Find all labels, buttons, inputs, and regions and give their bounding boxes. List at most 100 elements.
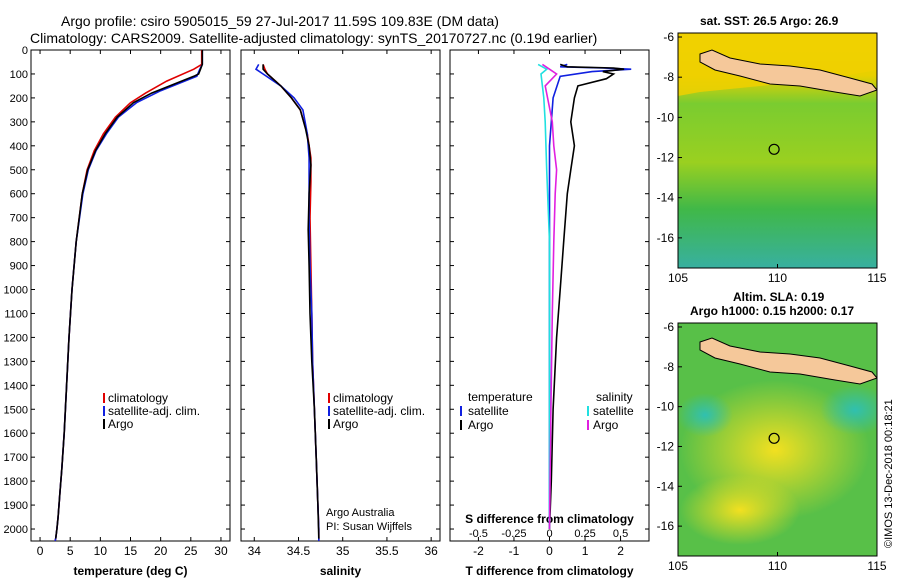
sla-map-panel: Altim. SLA: 0.19 Argo h1000: 0.15 h2000:… bbox=[657, 290, 887, 573]
x-tick-label: 20 bbox=[154, 544, 168, 558]
series-line-salinity-satellite bbox=[537, 63, 551, 529]
legend-label: satellite-adj. clim. bbox=[333, 404, 425, 418]
x-tick-label: 1 bbox=[582, 544, 589, 558]
legend-title-temperature: temperature bbox=[468, 390, 533, 404]
header-line-2: Climatology: CARS2009. Satellite-adjuste… bbox=[30, 30, 597, 46]
x-axis-label: T difference from climatology bbox=[465, 564, 633, 578]
legend-swatch bbox=[328, 406, 330, 416]
y-tick-label: 1700 bbox=[4, 452, 28, 464]
x-tick-label: 34.5 bbox=[287, 544, 311, 558]
y-tick-label: 600 bbox=[10, 189, 28, 201]
map-y-tick-label: -12 bbox=[657, 151, 675, 165]
map-y-tick-label: -14 bbox=[657, 479, 675, 493]
temperature-panel: 0100200300400500600700800900100011001200… bbox=[4, 45, 231, 578]
y-tick-label: 900 bbox=[10, 261, 28, 273]
x2-tick-label: -0.25 bbox=[501, 528, 526, 540]
x-tick-label: -2 bbox=[473, 544, 484, 558]
sla-low-blob-west bbox=[678, 393, 733, 437]
x-tick-label: 15 bbox=[124, 544, 138, 558]
argo-location-marker bbox=[768, 432, 780, 444]
legend-label: Argo bbox=[108, 417, 134, 431]
map-y-tick-label: -16 bbox=[657, 231, 675, 245]
legend-label: climatology bbox=[108, 391, 168, 405]
x-tick-label: 0 bbox=[546, 544, 553, 558]
sst-map-title: sat. SST: 26.5 Argo: 26.9 bbox=[700, 14, 839, 28]
y-tick-label: 1500 bbox=[4, 404, 28, 416]
y-tick-label: 400 bbox=[10, 141, 28, 153]
x-tick-label: 10 bbox=[94, 544, 108, 558]
map-x-tick-label: 115 bbox=[867, 271, 886, 285]
x2-tick-label: 0.25 bbox=[574, 528, 595, 540]
map-y-tick-label: -8 bbox=[663, 360, 674, 374]
difference-panel: -2 -1 0 1 2 T difference from climatology -0.5… bbox=[449, 49, 650, 578]
legend-swatch bbox=[587, 420, 589, 430]
y-tick-label: 1300 bbox=[4, 356, 28, 368]
legend-swatch bbox=[103, 419, 105, 429]
map-y-tick-label: -16 bbox=[657, 519, 675, 533]
map-y-tick-label: -14 bbox=[657, 191, 675, 205]
legend-label: Argo bbox=[333, 417, 359, 431]
map-x-tick-label: 105 bbox=[668, 559, 688, 573]
java-landmass bbox=[699, 337, 877, 385]
y-tick-label: 700 bbox=[10, 213, 28, 225]
legend-swatch bbox=[328, 393, 330, 403]
map-y-tick-label: -12 bbox=[657, 439, 675, 453]
y-tick-label: 1600 bbox=[4, 428, 28, 440]
series-group bbox=[54, 50, 204, 541]
map-x-tick-label: 110 bbox=[768, 559, 787, 573]
credit-line-2: PI: Susan Wijffels bbox=[326, 521, 412, 533]
legend-swatch bbox=[460, 420, 462, 430]
x-tick-label: -1 bbox=[509, 544, 520, 558]
x-tick-label: 35.5 bbox=[375, 544, 399, 558]
x-axis-label: salinity bbox=[320, 564, 362, 578]
y-tick-label: 1800 bbox=[4, 476, 28, 488]
credit-line-1: Argo Australia bbox=[326, 507, 395, 519]
legend-label: satellite bbox=[593, 404, 634, 418]
series-group bbox=[254, 64, 320, 541]
y-tick-label: 1400 bbox=[4, 380, 28, 392]
x2-tick-label: -0.5 bbox=[469, 528, 488, 540]
series-line-argo bbox=[54, 50, 204, 539]
series-line-temperature-argo bbox=[548, 63, 625, 530]
imos-credit: ©IMOS 13-Dec-2018 00:18:21 bbox=[883, 399, 895, 548]
legend-label: climatology bbox=[333, 391, 393, 405]
map-x-tick-label: 115 bbox=[867, 559, 886, 573]
y-tick-label: 0 bbox=[22, 45, 28, 57]
sla-high-blob-south bbox=[680, 475, 800, 545]
y-tick-label: 1900 bbox=[4, 500, 28, 512]
y-tick-label: 1000 bbox=[4, 285, 28, 297]
legend-title-salinity: salinity bbox=[596, 390, 633, 404]
sla-map-title: Altim. SLA: 0.19 bbox=[733, 290, 825, 304]
series-line-argo bbox=[262, 64, 320, 539]
legend-label: Argo bbox=[593, 418, 619, 432]
x-axis-label: temperature (deg C) bbox=[73, 564, 187, 578]
legend-swatch bbox=[103, 406, 105, 416]
legend-swatch bbox=[103, 393, 105, 403]
x2-tick-label: 0 bbox=[546, 528, 552, 540]
map-y-tick-label: -10 bbox=[657, 110, 675, 124]
x-tick-label: 36 bbox=[424, 544, 438, 558]
y-tick-label: 2000 bbox=[4, 524, 28, 536]
x2-tick-label: 0.5 bbox=[613, 528, 628, 540]
map-y-tick-label: -10 bbox=[657, 400, 675, 414]
x-tick-label: 5 bbox=[67, 544, 74, 558]
map-x-tick-label: 110 bbox=[768, 271, 787, 285]
x-tick-label: 30 bbox=[214, 544, 228, 558]
x-tick-label: 34 bbox=[248, 544, 262, 558]
java-landmass bbox=[699, 49, 877, 97]
series-group bbox=[537, 63, 632, 530]
y-tick-label: 300 bbox=[10, 117, 28, 129]
x-tick-label: 25 bbox=[184, 544, 198, 558]
map-y-tick-label: -6 bbox=[663, 30, 674, 44]
x-tick-label: 35 bbox=[336, 544, 350, 558]
legend-swatch bbox=[460, 406, 462, 416]
x-tick-label: 0 bbox=[37, 544, 44, 558]
map-y-tick-label: -8 bbox=[663, 70, 674, 84]
header-line-1: Argo profile: csiro 5905015_59 27-Jul-20… bbox=[61, 13, 499, 29]
map-x-tick-label: 105 bbox=[668, 271, 688, 285]
legend-label: satellite bbox=[468, 404, 509, 418]
legend-label: Argo bbox=[468, 418, 494, 432]
sst-warm-band bbox=[678, 33, 877, 96]
x-tick-label: 2 bbox=[617, 544, 624, 558]
